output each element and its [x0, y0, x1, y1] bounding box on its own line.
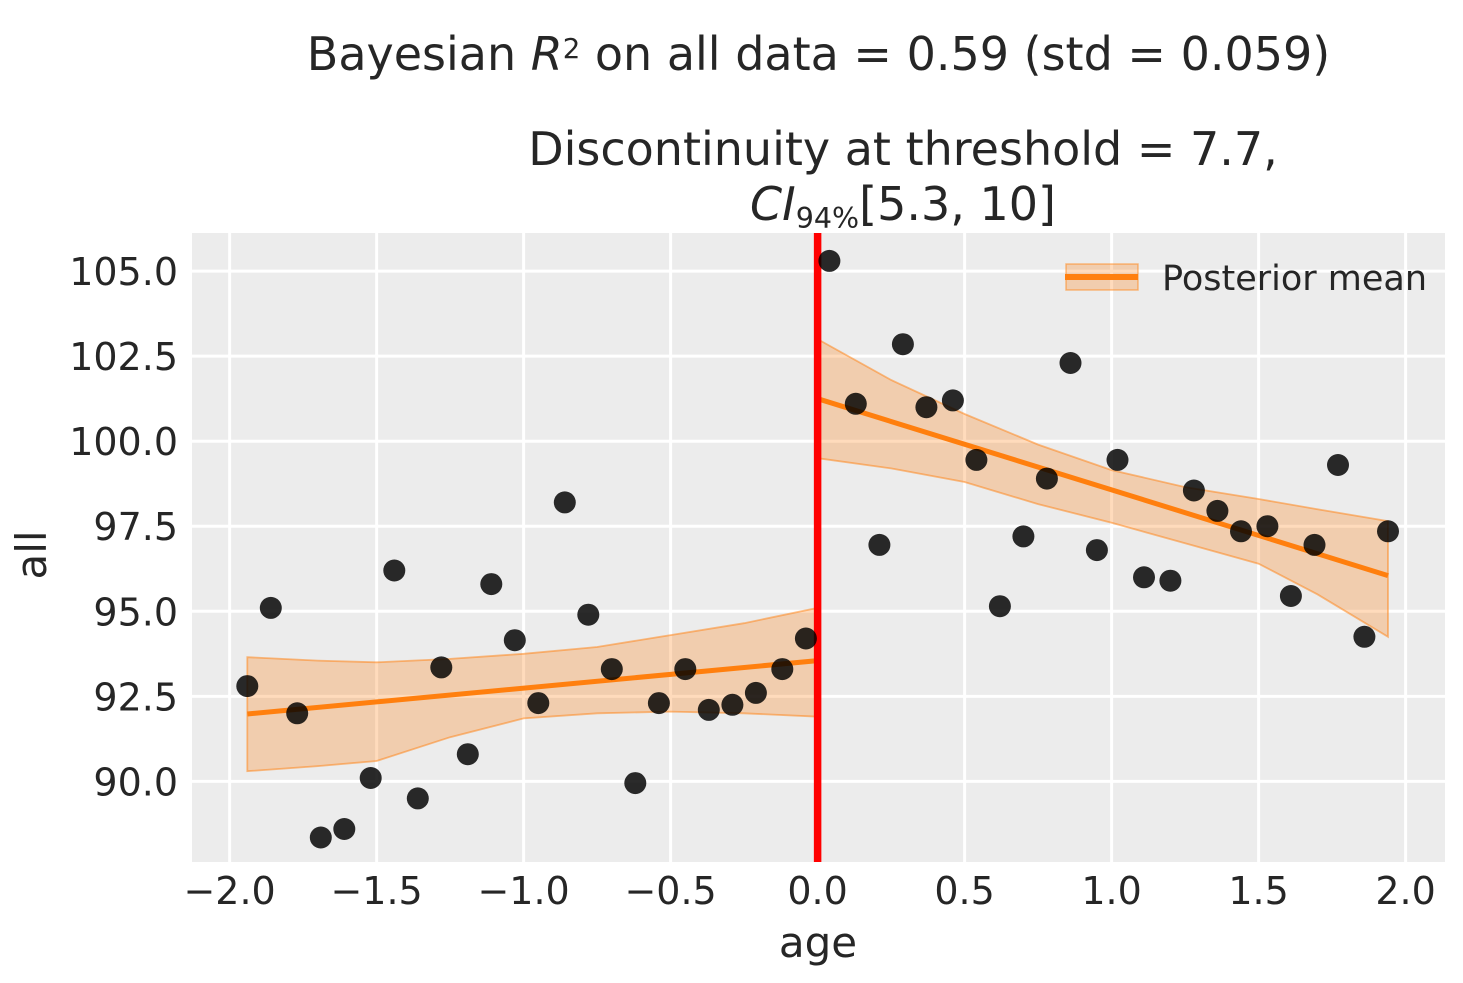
scatter-point [1303, 533, 1326, 556]
ci-interval: [5.3, 10] [859, 177, 1056, 231]
ci-subscript: 94% [795, 202, 860, 235]
scatter-point [309, 826, 332, 849]
scatter-point [771, 658, 794, 681]
scatter-point [1327, 454, 1349, 476]
x-tick-label: −2.0 [183, 869, 275, 913]
posterior-mean-line [247, 658, 818, 717]
scatter-point [965, 448, 988, 471]
figure-title-text: Bayesian [306, 27, 531, 81]
axes-title-line1: Discontinuity at threshold = 7.7, [528, 122, 1278, 176]
scatter-point [577, 603, 600, 626]
scatter-point [286, 702, 309, 725]
x-tick-label: 1.0 [1081, 869, 1141, 913]
scatter-point [430, 656, 453, 679]
scatter-point [744, 681, 767, 704]
scatter-point [1133, 566, 1155, 589]
scatter-point [891, 333, 914, 356]
x-tick-labels: −2.0 −1.5 −1.0 −0.5 0.0 0.5 1.0 1.5 2.0 [183, 869, 1435, 913]
scatter-point [1279, 585, 1302, 607]
scatter-point [236, 675, 259, 698]
scatter-point [1377, 520, 1399, 543]
figure-title-suffix: on all data = 0.59 (std = 0.059) [580, 27, 1331, 81]
posterior-mean-line [816, 396, 1389, 578]
scatter-point [259, 596, 282, 619]
figure-title-r-exponent: 2 [562, 32, 581, 65]
x-axis-label: age [779, 918, 857, 967]
scatter-point [674, 658, 697, 681]
y-tick-label: 95.0 [93, 590, 178, 634]
y-axis-label: all [7, 530, 56, 579]
y-tick-label: 92.5 [93, 675, 178, 719]
scatter-point [941, 389, 964, 412]
scatter-point [1230, 520, 1252, 543]
figure-title: Bayesian R2 on all data = 0.59 (std = 0.… [192, 21, 1445, 82]
x-tick-label: 1.5 [1228, 869, 1288, 913]
scatter-point [1159, 569, 1182, 592]
scatter-point [818, 249, 841, 272]
scatter-point [359, 767, 382, 789]
y-tick-label: 97.5 [93, 505, 178, 549]
figure-title-r-symbol: R [530, 27, 563, 81]
scatter-point [456, 743, 479, 766]
scatter-point [553, 491, 576, 514]
scatter-point [1059, 352, 1082, 374]
y-tick-label: 102.5 [69, 335, 178, 379]
scatter-point [333, 818, 356, 840]
legend: Posterior mean [1065, 259, 1427, 299]
y-tick-label: 100.0 [69, 420, 178, 464]
y-tick-label: 90.0 [93, 760, 178, 804]
scatter-point [721, 693, 744, 716]
axes-title-line2: CI94%[5.3, 10] [0, 177, 1463, 246]
scatter-point [1353, 625, 1376, 648]
scatter-point [1206, 499, 1229, 522]
scatter-point [988, 595, 1011, 618]
x-tick-label: 2.0 [1375, 869, 1435, 913]
y-tick-label: 105.0 [69, 250, 178, 294]
scatter-point [647, 692, 670, 715]
scatter-point [915, 396, 938, 419]
scatter-point [406, 787, 429, 810]
scatter-point [480, 573, 503, 596]
scatter-point [600, 658, 623, 681]
scatter-point [1256, 515, 1279, 538]
scatter-point [794, 627, 817, 650]
scatter-point [1085, 539, 1108, 562]
y-tick-labels: 90.0 92.5 95.0 97.5 100.0 102.5 105.0 [69, 250, 178, 804]
scatter-point [527, 692, 550, 715]
scatter-point [844, 392, 867, 415]
scatter-point [1106, 448, 1129, 471]
scatter-point [503, 629, 526, 652]
scatter-point [383, 559, 406, 582]
ci-symbol: CI [750, 177, 796, 231]
x-tick-label: 0.5 [934, 869, 994, 913]
posterior-mean-lines [247, 396, 1389, 717]
x-tick-label: 0.0 [787, 869, 847, 913]
scatter-point [697, 698, 720, 721]
scatter-point [624, 772, 647, 795]
scatter-points [236, 249, 1399, 849]
scatter-point [1012, 525, 1035, 548]
scatter-point [1035, 467, 1058, 490]
x-tick-label: −0.5 [624, 869, 716, 913]
scatter-point [1182, 479, 1205, 502]
x-tick-label: −1.5 [330, 869, 422, 913]
scatter-point [868, 533, 891, 556]
x-tick-label: −1.0 [477, 869, 569, 913]
axes-title: Discontinuity at threshold = 7.7, CI94%[… [0, 122, 1463, 246]
legend-label: Posterior mean [1162, 259, 1427, 299]
